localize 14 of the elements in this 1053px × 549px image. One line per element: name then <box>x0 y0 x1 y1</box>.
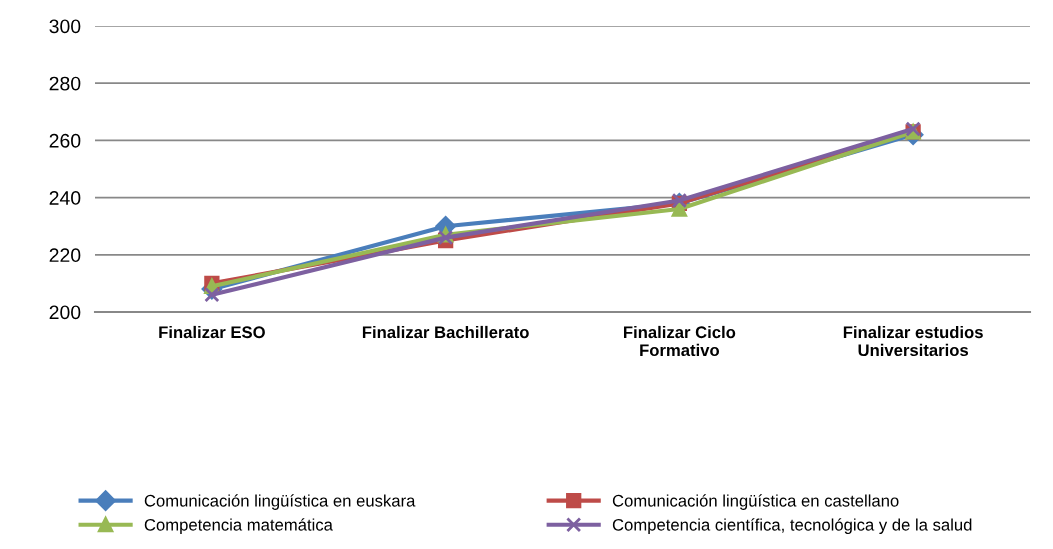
y-tick-label: 260 <box>49 133 81 148</box>
y-tick-label: 220 <box>49 248 81 263</box>
y-tick-label: 300 <box>49 19 81 34</box>
legend-label: Comunicación lingüística en euskara <box>144 494 416 510</box>
x-tick-label: Finalizar Ciclo Formativo <box>624 325 736 357</box>
legend-label: Competencia científica, tecnológica y de la salud <box>612 518 972 534</box>
y-tick-label: 240 <box>49 191 81 205</box>
x-tick-label: Finalizar ESO <box>159 325 265 339</box>
y-tick-label: 200 <box>49 305 81 320</box>
legend-label: Comunicación lingüística en castellano <box>612 494 899 510</box>
x-tick-label: Finalizar Bachillerato <box>362 325 529 339</box>
x-tick-label: Finalizar estudios Universitarios <box>843 325 983 357</box>
legend-label: Competencia matemática <box>144 518 333 534</box>
y-tick-label: 280 <box>49 76 81 91</box>
